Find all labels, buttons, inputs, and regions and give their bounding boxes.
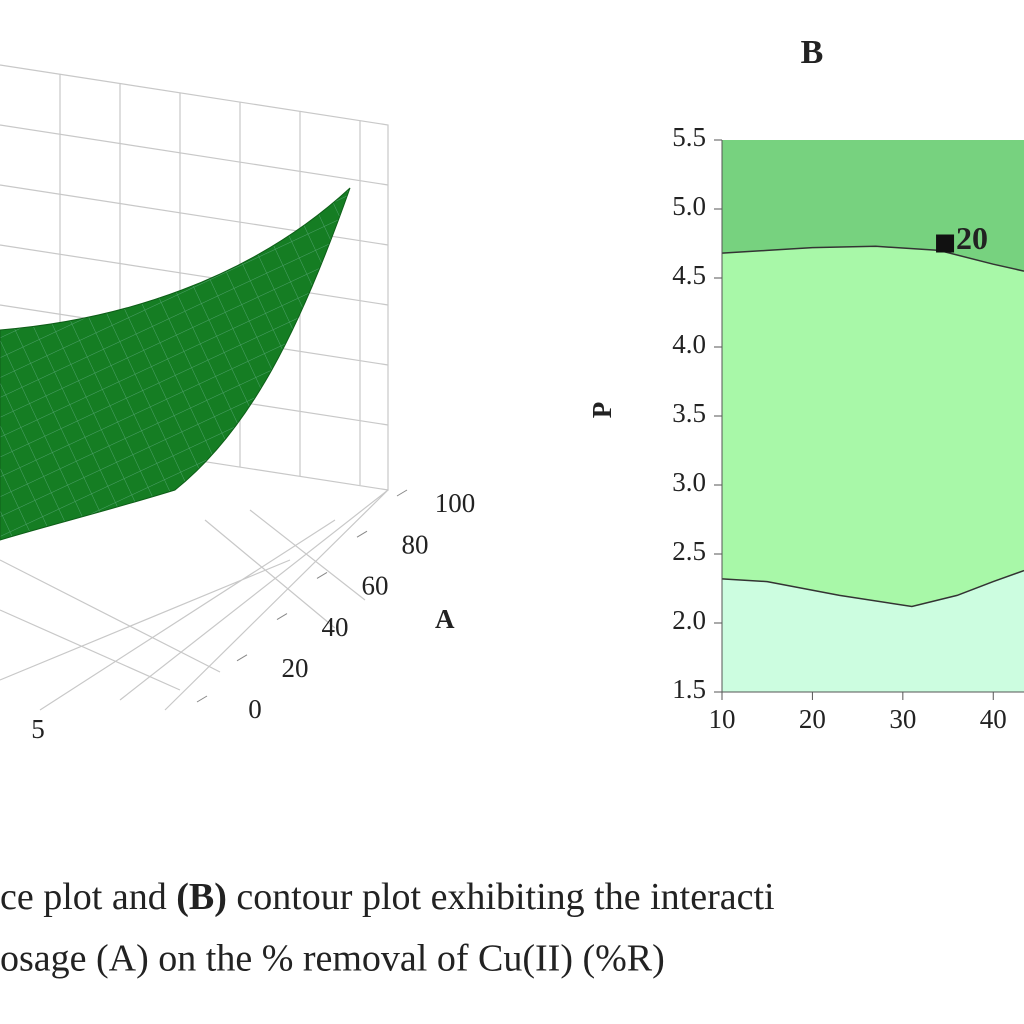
surface <box>0 187 351 541</box>
y-tick-label: 4.0 <box>672 329 706 359</box>
label-marker <box>936 234 955 253</box>
x-tick-label: 40 <box>322 612 349 642</box>
y-tick-label: 3.0 <box>672 467 706 497</box>
tick-mark <box>316 571 328 579</box>
y-tick-label: 2.0 <box>672 605 706 635</box>
x-tick-label: 80 <box>402 529 429 559</box>
y-tick-label: 5.0 <box>672 191 706 221</box>
caption: ce plot and (B) contour plot exhibiting … <box>0 876 775 918</box>
contour-line <box>721 245 1024 272</box>
x-tick-label: 60 <box>362 571 389 601</box>
contour-plot: B 20 1.5 2.0 2.5 3.0 3.5 4.0 4.5 5.0 5.5 10 20 30 40 P <box>587 34 1024 734</box>
contour-line <box>721 569 1024 608</box>
tick-mark <box>236 654 248 662</box>
caption-text: (B) <box>176 876 227 918</box>
contour-label: 20 <box>956 220 988 256</box>
x-tick-label: 20 <box>282 653 309 683</box>
x-tick-label: 100 <box>435 488 476 518</box>
y-tick-label: 4.5 <box>672 260 706 290</box>
y-tick-label: 5 <box>31 714 45 744</box>
y-tick-label: 1.5 <box>672 674 706 704</box>
tick-mark <box>356 530 368 538</box>
x-tick-label: 30 <box>889 704 916 734</box>
caption: osage (A) on the % removal of Cu(II) (%R… <box>0 938 665 980</box>
surface-plot: A <box>0 64 455 711</box>
y-tick-label: 3.5 <box>672 398 706 428</box>
y-tick-label: 5.5 <box>672 122 706 152</box>
x-tick-label: 10 <box>709 704 736 734</box>
chart-title: B <box>801 34 824 71</box>
axis-label: P <box>587 402 617 419</box>
x-tick-label: 40 <box>980 704 1007 734</box>
caption-text: ce plot and <box>0 876 176 918</box>
tick-mark <box>276 613 288 621</box>
caption-text: contour plot exhibiting the interacti <box>227 876 775 918</box>
region <box>722 570 1024 692</box>
floor-grid <box>0 489 389 711</box>
x-tick-label: 20 <box>799 704 826 734</box>
tick-mark <box>396 489 408 497</box>
region <box>722 246 1024 692</box>
x-tick-label: 0 <box>248 694 262 724</box>
tick-mark <box>196 695 208 703</box>
axis-label: A <box>435 604 455 634</box>
y-tick-label: 2.5 <box>672 536 706 566</box>
